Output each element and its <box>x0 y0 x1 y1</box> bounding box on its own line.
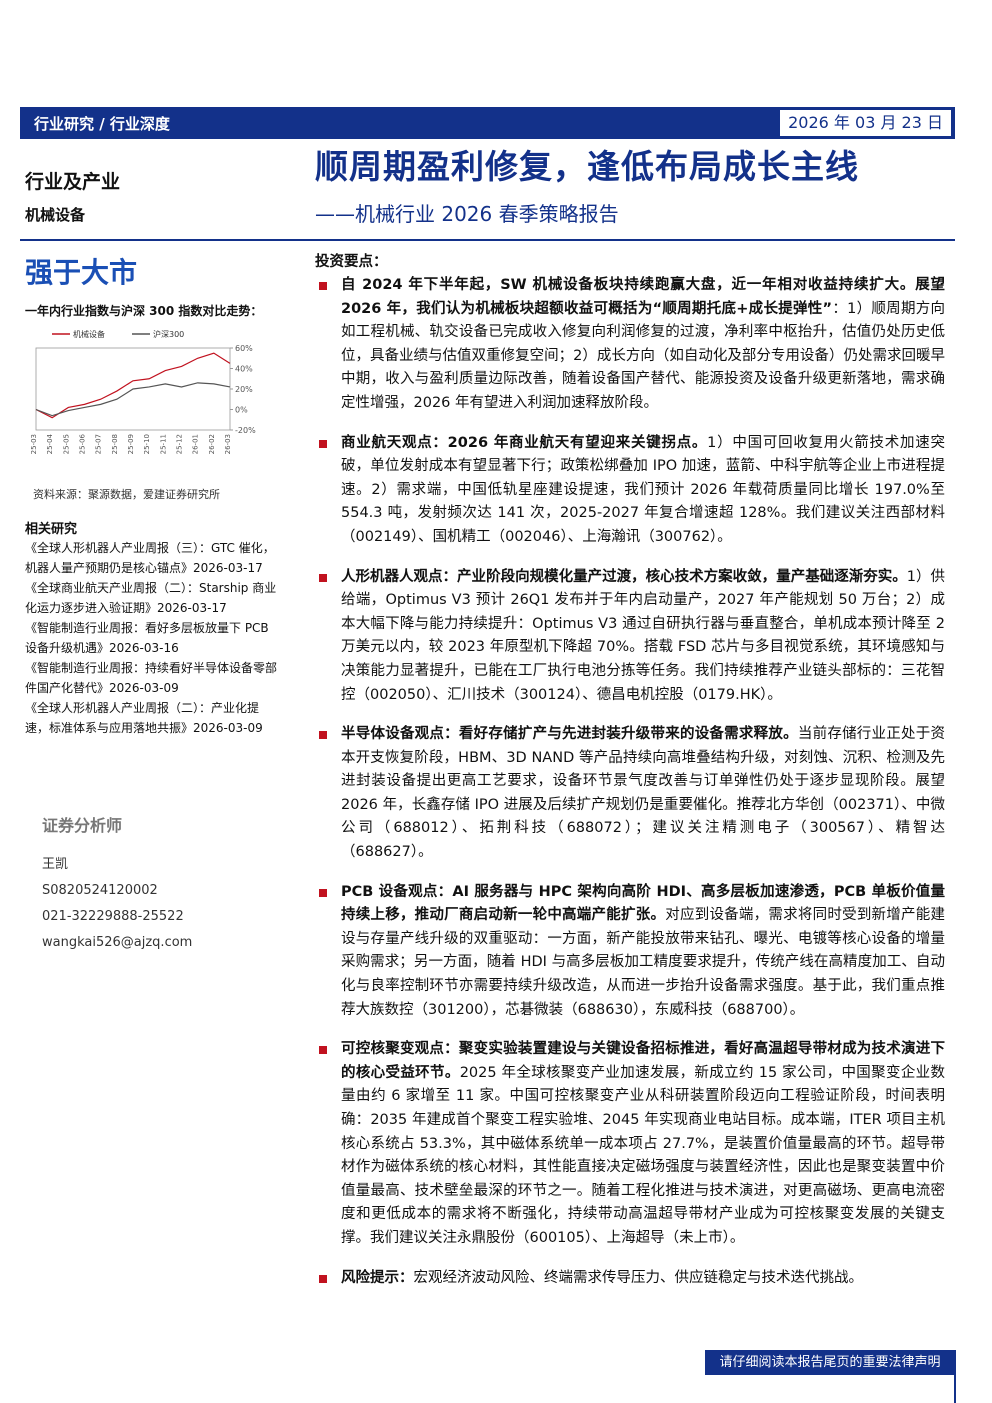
legend-label: 沪深300 <box>153 329 184 339</box>
key-point-lead: PCB 设备观点：AI 服务器与 HPC 架构向高阶 HDI、高多层板加速渗透，… <box>341 883 945 924</box>
key-point-text: 宏观经济波动风险、终端需求传导压力、供应链稳定与技术迭代挑战。 <box>413 1269 864 1286</box>
key-point: 人形机器人观点：产业阶段向规模化量产过渡，核心技术方案收敛，量产基础逐渐夯实。1… <box>315 566 945 708</box>
y-tick-label: 20% <box>235 385 253 394</box>
x-tick-label: 26-03 <box>224 434 232 454</box>
related-item: 《智能制造行业周报：持续看好半导体设备零部件国产化替代》2026-03-09 <box>25 661 278 695</box>
x-tick-label: 26-02 <box>208 434 216 454</box>
key-point: 可控核聚变观点：聚变实验装置建设与关键设备招标推进，看好高温超导带材成为技术演进… <box>315 1038 945 1250</box>
chart: -20% 0% 20% 40% 60% 25-03 25-04 25-05 25-06 25-07… <box>30 329 256 454</box>
analyst-title: 证券分析师 <box>42 816 123 835</box>
analyst-line: wangkai526@ajzq.com <box>42 935 193 950</box>
key-point: 半导体设备观点：看好存储扩产与先进封装升级带来的设备需求释放。当前存储行业正处于… <box>315 723 945 865</box>
y-tick-label: 40% <box>235 365 253 374</box>
key-point-text: 1）供给端，Optimus V3 预计 26Q1 发布并于年内启动量产，2027… <box>341 568 945 703</box>
industry: 行业及产业 <box>25 171 121 193</box>
related-title: 相关研究 <box>25 522 78 537</box>
related-item: 《智能制造行业周报：看好多层板放量下 PCB 设备升级机遇》2026-03-16 <box>25 621 269 655</box>
analyst-info: 王凯 S0820524120002 021-32229888-25522 wangka… <box>42 852 192 956</box>
related-item: 《全球商业航天产业周报（二）：Starship 商业化运力逐步进入验证期》202… <box>25 581 277 615</box>
key-point-lead: 商业航天观点：2026 年商业航天有望迎来关键拐点。 <box>341 434 708 451</box>
report-subtitle: ——机械行业 2026 春季策略报告 <box>315 202 619 226</box>
x-tick-label: 25-06 <box>79 433 87 454</box>
key-points: 自 2024 年下半年起，SW 机械设备板块持续跑赢大盘，近一年相对收益持续扩大… <box>315 274 945 1306</box>
key-point-text: 当前存储行业正处于资本开支恢复阶段，HBM、3D NAND 等产品持续向高堆叠结… <box>341 726 945 861</box>
sub-industry: 机械设备 <box>25 206 86 224</box>
key-point-lead: 人形机器人观点：产业阶段向规模化量产过渡，核心技术方案收敛，量产基础逐渐夯实。 <box>341 568 907 585</box>
x-tick-label: 25-07 <box>95 434 103 454</box>
analyst-line: 王凯 <box>42 857 69 872</box>
x-tick-label: 25-11 <box>159 434 167 454</box>
key-point: 自 2024 年下半年起，SW 机械设备板块持续跑赢大盘，近一年相对收益持续扩大… <box>315 274 945 416</box>
chart-source: 资料来源：聚源数据，爱建证券研究所 <box>33 488 220 501</box>
related-item: 《全球人形机器人产业周报（二）：产业化提速，标准体系与应用落地共振》2026-0… <box>25 701 263 735</box>
x-tick-label: 25-12 <box>176 434 184 454</box>
x-tick-label: 25-08 <box>111 434 119 454</box>
key-point-lead: 自 2024 年下半年起，SW 机械设备板块持续跑赢大盘，近一年相对收益持续扩大… <box>341 277 945 317</box>
key-point-lead: 半导体设备观点：看好存储扩产与先进封装升级带来的设备需求释放。 <box>341 726 798 743</box>
key-point-text: 1）中国可回收复用火箭技术加速突破，单位发射成本有望显著下行；政策松绑叠加 IP… <box>341 434 945 545</box>
x-tick-label: 25-10 <box>143 434 151 454</box>
key-points-title: 投资要点： <box>315 254 388 270</box>
chart-title: 一年内行业指数与沪深 300 指数对比走势： <box>25 304 263 318</box>
key-point-lead: 风险提示： <box>341 1269 414 1286</box>
x-tick-label: 25-05 <box>62 434 70 454</box>
header-bar: 行业研究 / 行业深度 2026 年 03 月 23 日 <box>20 107 955 139</box>
x-tick-label: 25-04 <box>46 433 54 454</box>
footer-notice: 请仔细阅读本报告尾页的重要法律声明 <box>705 1350 955 1375</box>
x-tick-label: 25-09 <box>127 434 135 454</box>
key-point-text: ：1）顺周期方向如工程机械、轨交设备已完成收入修复向利润修复的过渡，净利率中枢抬… <box>341 300 945 411</box>
analyst-line: 021-32229888-25522 <box>42 909 184 924</box>
y-tick-label: -20% <box>235 426 256 435</box>
key-point-text: 对应到设备端，需求将同时受到新增产能建设与存量产线升级的双重驱动：一方面，新产能… <box>341 907 946 1018</box>
rating: 强于大市 <box>25 256 138 289</box>
key-point: 商业航天观点：2026 年商业航天有望迎来关键拐点。1）中国可回收复用火箭技术加… <box>315 432 945 550</box>
key-point-lead: 可控核聚变观点：聚变实验装置建设与关键设备招标推进，看好高温超导带材成为技术演进… <box>341 1041 945 1081</box>
y-tick-label: 0% <box>235 406 248 415</box>
series-line <box>35 382 231 417</box>
key-point: PCB 设备观点：AI 服务器与 HPC 架构向高阶 HDI、高多层板加速渗透，… <box>315 881 945 1023</box>
report-title: 顺周期盈利修复，逢低布局成长主线 <box>315 147 859 186</box>
legend-label: 机械设备 <box>73 329 105 339</box>
x-tick-label: 26-01 <box>192 434 200 454</box>
related-item: 《全球人形机器人产业周报（三）：GTC 催化，机器人量产预期仍是核心锚点》202… <box>25 541 275 575</box>
key-point: 风险提示：宏观经济波动风险、终端需求传导压力、供应链稳定与技术迭代挑战。 <box>315 1267 945 1291</box>
footer-line <box>954 1350 956 1403</box>
y-tick-label: 60% <box>235 344 253 353</box>
analyst-line: S0820524120002 <box>42 883 158 898</box>
divider <box>20 239 955 241</box>
key-point-text: 2025 年全球核聚变产业加速发展，新成立约 15 家公司，中国聚变企业数量由约… <box>341 1064 945 1246</box>
report-category: 行业研究 / 行业深度 <box>34 115 170 133</box>
series-line <box>35 352 231 419</box>
report-date: 2026 年 03 月 23 日 <box>780 110 951 136</box>
related-list: 《全球人形机器人产业周报（三）：GTC 催化，机器人量产预期仍是核心锚点》202… <box>25 538 280 738</box>
x-tick-label: 25-03 <box>30 434 38 454</box>
